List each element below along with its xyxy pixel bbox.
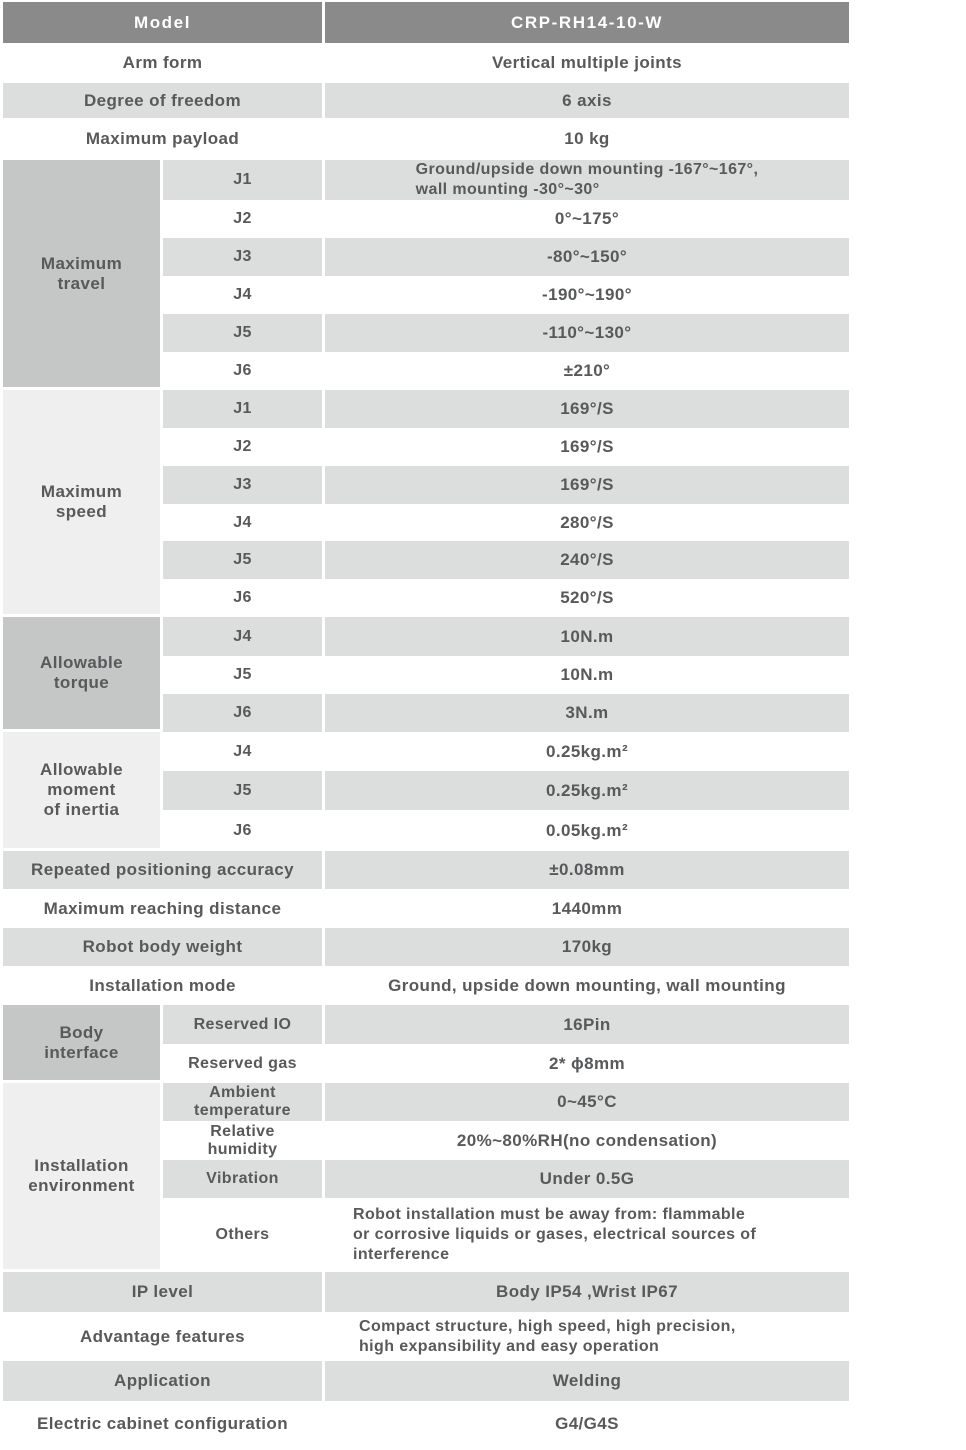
row-value-speed-j4: 280°/S bbox=[560, 512, 614, 532]
sub-label-speed-j5: J5 bbox=[163, 541, 322, 579]
row-value-torque-j4: 10N.m bbox=[325, 617, 849, 656]
row-value-inertia-j6: 0.05kg.m² bbox=[545, 820, 629, 840]
sub-label-inertia-j4: J4 bbox=[233, 742, 252, 760]
row-value-travel-j4: -190°~190° bbox=[542, 285, 632, 304]
row-value-reserved-gas: 2* ϕ8mm bbox=[548, 1053, 626, 1073]
row-label-degree-of-freedom: Degree of freedom bbox=[3, 83, 322, 118]
row-label-advantage-features: Advantage features bbox=[80, 1326, 245, 1346]
section-title-allowable-torque: Allowable torque bbox=[3, 617, 160, 732]
sub-label-travel-j4: J4 bbox=[233, 286, 252, 303]
row-label-maximum-reaching-distance: Maximum reaching distance bbox=[43, 898, 282, 918]
row-label-ip-level: IP level bbox=[3, 1272, 322, 1312]
sub-label-speed-j3: J3 bbox=[163, 466, 322, 504]
row-label-maximum-payload: Maximum payload bbox=[85, 129, 240, 148]
section-title-installation-environment: Installation environment bbox=[3, 1083, 160, 1272]
row-value-repeated-positioning-accuracy: ±0.08mm bbox=[325, 851, 849, 889]
row-value-relative-humidity: 20%~80%RH(no condensation) bbox=[456, 1130, 718, 1150]
sub-label-travel-j2: J2 bbox=[233, 210, 252, 227]
section-title-maximum-speed: Maximum speed bbox=[3, 390, 160, 617]
row-value-arm-form: Vertical multiple joints bbox=[491, 53, 683, 72]
travel-j1-text: Ground/upside down mounting -167°~167°, … bbox=[415, 161, 759, 198]
row-label-robot-body-weight: Robot body weight bbox=[3, 928, 322, 966]
row-value-speed-j5: 240°/S bbox=[325, 541, 849, 579]
row-value-application: Welding bbox=[325, 1361, 849, 1401]
row-value-ip-level: Body IP54 ,Wrist IP67 bbox=[325, 1272, 849, 1312]
section-title-maximum-travel: Maximum travel bbox=[3, 160, 160, 390]
row-value-torque-j5: 10N.m bbox=[560, 665, 614, 684]
row-value-travel-j2: 0°~175° bbox=[554, 209, 620, 228]
sub-label-travel-j1: J1 bbox=[163, 160, 322, 200]
sub-label-travel-j5: J5 bbox=[163, 314, 322, 352]
row-value-installation-mode: Ground, upside down mounting, wall mount… bbox=[388, 975, 786, 995]
row-label-electric-cabinet-configuration: Electric cabinet configuration bbox=[37, 1413, 288, 1433]
row-value-advantage-features: Compact structure, high speed, high prec… bbox=[359, 1317, 736, 1355]
sub-label-reserved-io: Reserved IO bbox=[163, 1005, 322, 1044]
sub-label-inertia-j5: J5 bbox=[163, 771, 322, 810]
spec-table: Model CRP-RH14-10-W Arm form Vertical mu… bbox=[3, 2, 966, 1446]
row-value-ambient-temperature: 0~45°C bbox=[325, 1083, 849, 1121]
row-label-application: Application bbox=[3, 1361, 322, 1401]
row-value-travel-j3: -80°~150° bbox=[325, 238, 849, 276]
row-label-repeated-positioning-accuracy: Repeated positioning accuracy bbox=[3, 851, 322, 889]
sub-label-ambient-temperature: Ambient temperature bbox=[163, 1083, 322, 1121]
row-value-inertia-j4: 0.25kg.m² bbox=[545, 741, 629, 761]
row-value-speed-j6: 520°/S bbox=[560, 588, 614, 607]
section-title-allowable-moment-of-inertia: Allowable moment of inertia bbox=[3, 732, 160, 851]
row-value-degree-of-freedom: 6 axis bbox=[325, 83, 849, 118]
section-title-body-interface: Body interface bbox=[3, 1005, 160, 1083]
row-value-speed-j2: 169°/S bbox=[560, 437, 614, 456]
sub-label-others: Others bbox=[215, 1226, 270, 1243]
row-value-electric-cabinet-configuration: G4/G4S bbox=[555, 1413, 619, 1433]
sub-label-speed-j4: J4 bbox=[233, 513, 252, 531]
sub-label-speed-j6: J6 bbox=[233, 589, 252, 606]
sub-label-torque-j5: J5 bbox=[233, 666, 252, 683]
row-value-maximum-reaching-distance: 1440mm bbox=[551, 898, 623, 918]
row-value-others: Robot installation must be away from: fl… bbox=[353, 1206, 757, 1263]
row-value-reserved-io: 16Pin bbox=[325, 1005, 849, 1044]
row-value-travel-j5: -110°~130° bbox=[325, 314, 849, 352]
row-value-maximum-payload: 10 kg bbox=[564, 129, 610, 148]
sub-label-vibration: Vibration bbox=[163, 1160, 322, 1198]
row-value-torque-j6: 3N.m bbox=[325, 694, 849, 732]
row-value-speed-j3: 169°/S bbox=[325, 466, 849, 504]
row-value-travel-j1: Ground/upside down mounting -167°~167°, … bbox=[325, 160, 849, 200]
model-header-value: CRP-RH14-10-W bbox=[325, 2, 849, 43]
row-label-installation-mode: Installation mode bbox=[89, 975, 236, 995]
row-value-vibration: Under 0.5G bbox=[325, 1160, 849, 1198]
row-label-arm-form: Arm form bbox=[122, 53, 203, 72]
row-value-robot-body-weight: 170kg bbox=[325, 928, 849, 966]
sub-label-torque-j4: J4 bbox=[163, 617, 322, 656]
row-value-inertia-j5: 0.25kg.m² bbox=[325, 771, 849, 810]
sub-label-speed-j1: J1 bbox=[163, 390, 322, 428]
sub-label-inertia-j6: J6 bbox=[233, 821, 252, 839]
sub-label-travel-j6: J6 bbox=[233, 362, 252, 379]
row-value-travel-j6: ±210° bbox=[563, 361, 611, 380]
row-value-speed-j1: 169°/S bbox=[325, 390, 849, 428]
sub-label-relative-humidity: Relative humidity bbox=[207, 1122, 278, 1158]
sub-label-torque-j6: J6 bbox=[163, 694, 322, 732]
model-header-label: Model bbox=[3, 2, 322, 43]
sub-label-travel-j3: J3 bbox=[163, 238, 322, 276]
sub-label-speed-j2: J2 bbox=[233, 438, 252, 455]
sub-label-reserved-gas: Reserved gas bbox=[188, 1054, 297, 1072]
